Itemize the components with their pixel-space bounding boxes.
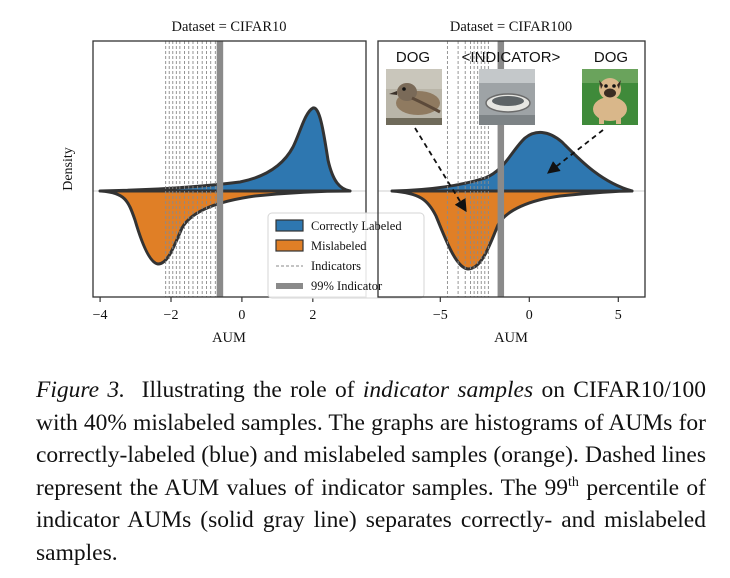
pug-thumbnail	[582, 69, 638, 125]
legend-label-correct: Correctly Labeled	[311, 219, 402, 233]
caption-text-2: on CIFAR10/100 with 40% mislabeled sampl…	[36, 377, 707, 501]
plot-frame-cifar100	[377, 40, 646, 298]
x-tick-label: 5	[615, 308, 622, 323]
legend-swatch-correct	[275, 219, 304, 232]
x-tick-label: 2	[309, 308, 316, 323]
x-tick-label: −4	[93, 308, 108, 323]
plot-frame-cifar10	[92, 40, 367, 298]
figure: Density Dataset = CIFAR10 −4 −2 0 2 AUM Cor…	[61, 19, 646, 346]
arrow-bird-to-mislabeled	[414, 127, 467, 213]
panel-title-cifar10: Dataset = CIFAR10	[171, 19, 286, 35]
legend-box	[267, 212, 425, 299]
panel-cifar10: Dataset = CIFAR10 −4 −2 0 2 AUM Correctly L…	[92, 19, 425, 346]
correct-density-cifar10	[98, 106, 352, 193]
caption-emphasis: indicator samples	[362, 377, 534, 403]
caption-text-1: Illustrating the role of	[141, 377, 355, 403]
indicator-lines-cifar10	[165, 41, 216, 297]
x-axis-label-cifar10: AUM	[212, 330, 246, 346]
mislabeled-density-cifar100	[390, 189, 634, 271]
caption-text-3: percentile of indicator AUMs (solid gray…	[36, 474, 706, 566]
figure-caption: Figure 3. Illustrating the role of indic…	[36, 374, 706, 569]
panel-title-cifar100: Dataset = CIFAR100	[450, 19, 572, 35]
x-tick-label: 0	[526, 308, 533, 323]
mislabeled-density-cifar10	[99, 189, 352, 266]
boat-thumbnail	[479, 69, 535, 125]
panel-cifar100: Dataset = CIFAR100 −5 0 5 AUM DOG <INDICAT…	[377, 19, 646, 346]
x-tick-label: −5	[433, 308, 448, 323]
x-axis-label-cifar100: AUM	[494, 330, 528, 346]
image-label-indicator: <INDICATOR>	[462, 49, 561, 66]
x-tick-label: −2	[164, 308, 179, 323]
y-axis-label: Density	[61, 147, 76, 191]
correct-density-cifar100	[391, 131, 634, 193]
image-label-dog-right: DOG	[594, 49, 628, 66]
x-tick-label: 0	[238, 308, 245, 323]
x-ticks-cifar100: −5 0 5	[433, 297, 622, 323]
legend: Correctly Labeled Mislabeled Indicators …	[267, 212, 425, 299]
legend-label-indicators: Indicators	[311, 259, 361, 273]
caption-superscript: th	[568, 474, 579, 490]
bird-thumbnail	[386, 69, 442, 125]
caption-lead: Figure 3.	[36, 377, 126, 403]
legend-label-mislabeled: Mislabeled	[311, 239, 367, 253]
x-ticks-cifar10: −4 −2 0 2	[93, 297, 316, 323]
arrow-pug-to-correct	[547, 129, 604, 174]
legend-swatch-mislabeled	[275, 239, 304, 252]
legend-label-99: 99% Indicator	[311, 279, 383, 293]
image-label-dog-left: DOG	[396, 49, 430, 66]
